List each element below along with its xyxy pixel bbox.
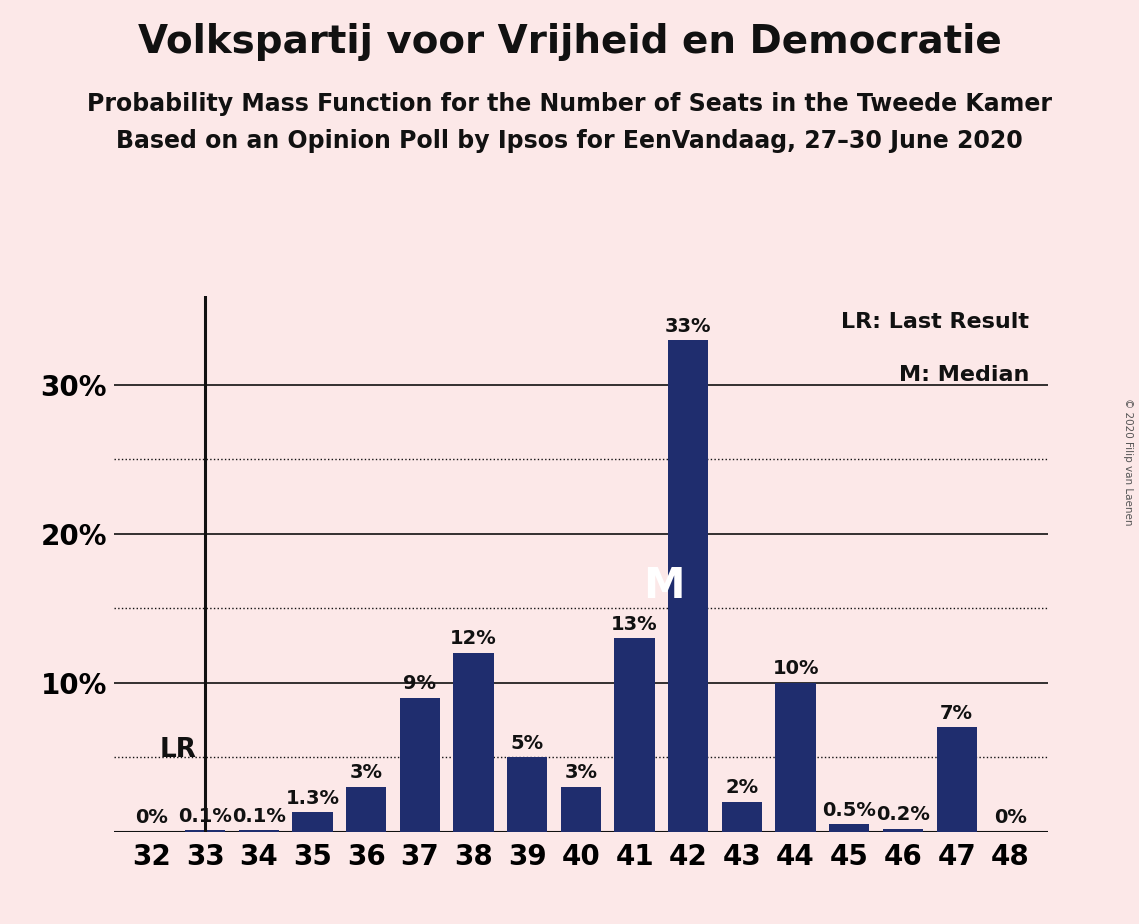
Text: © 2020 Filip van Laenen: © 2020 Filip van Laenen bbox=[1123, 398, 1133, 526]
Text: 0.2%: 0.2% bbox=[876, 805, 929, 824]
Bar bbox=[293, 812, 333, 832]
Text: Volkspartij voor Vrijheid en Democratie: Volkspartij voor Vrijheid en Democratie bbox=[138, 23, 1001, 61]
Bar bbox=[669, 340, 708, 832]
Bar bbox=[614, 638, 655, 832]
Text: 0.5%: 0.5% bbox=[822, 801, 876, 820]
Bar bbox=[936, 727, 977, 832]
Text: 0.1%: 0.1% bbox=[178, 807, 232, 826]
Text: 5%: 5% bbox=[510, 734, 543, 753]
Bar bbox=[722, 802, 762, 832]
Text: 33%: 33% bbox=[665, 317, 712, 336]
Text: 9%: 9% bbox=[403, 675, 436, 693]
Bar bbox=[239, 830, 279, 832]
Bar bbox=[883, 829, 923, 832]
Text: 0%: 0% bbox=[136, 808, 167, 827]
Text: LR: LR bbox=[159, 736, 197, 762]
Text: 7%: 7% bbox=[940, 704, 973, 723]
Text: 13%: 13% bbox=[612, 614, 658, 634]
Text: LR: Last Result: LR: Last Result bbox=[842, 311, 1030, 332]
Bar bbox=[346, 787, 386, 832]
Text: 3%: 3% bbox=[350, 763, 383, 783]
Bar bbox=[560, 787, 601, 832]
Text: 2%: 2% bbox=[726, 778, 759, 797]
Text: 1.3%: 1.3% bbox=[286, 789, 339, 808]
Text: 0%: 0% bbox=[994, 808, 1026, 827]
Text: Based on an Opinion Poll by Ipsos for EenVandaag, 27–30 June 2020: Based on an Opinion Poll by Ipsos for Ee… bbox=[116, 129, 1023, 153]
Bar bbox=[185, 830, 226, 832]
Text: 0.1%: 0.1% bbox=[232, 807, 286, 826]
Text: M: Median: M: Median bbox=[899, 365, 1030, 385]
Bar bbox=[776, 683, 816, 832]
Bar bbox=[507, 757, 548, 832]
Text: Probability Mass Function for the Number of Seats in the Tweede Kamer: Probability Mass Function for the Number… bbox=[87, 92, 1052, 116]
Text: M: M bbox=[644, 565, 685, 607]
Text: 3%: 3% bbox=[565, 763, 597, 783]
Bar bbox=[400, 698, 440, 832]
Text: 10%: 10% bbox=[772, 659, 819, 678]
Bar bbox=[453, 653, 493, 832]
Bar bbox=[829, 824, 869, 832]
Text: 12%: 12% bbox=[450, 629, 497, 649]
